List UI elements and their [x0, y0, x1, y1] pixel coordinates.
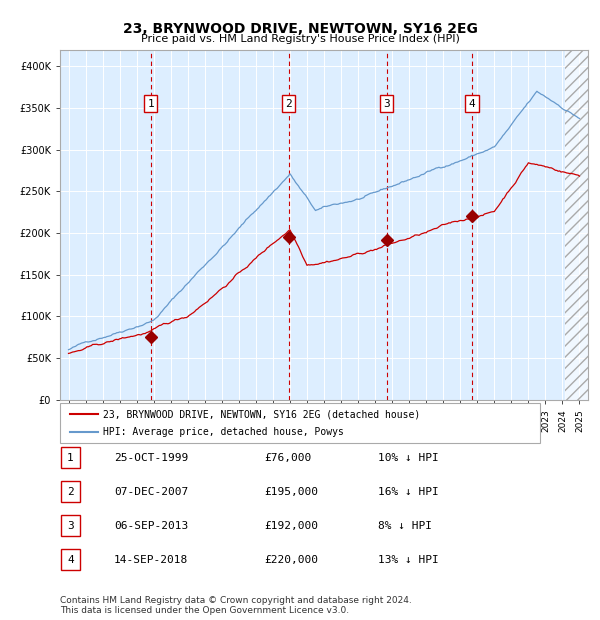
Text: Price paid vs. HM Land Registry's House Price Index (HPI): Price paid vs. HM Land Registry's House …	[140, 34, 460, 44]
Text: 2: 2	[67, 487, 74, 497]
FancyBboxPatch shape	[60, 403, 540, 443]
Text: 2: 2	[286, 99, 292, 109]
Text: 8% ↓ HPI: 8% ↓ HPI	[378, 521, 432, 531]
FancyBboxPatch shape	[61, 481, 80, 502]
Text: 3: 3	[383, 99, 390, 109]
Text: 25-OCT-1999: 25-OCT-1999	[114, 453, 188, 463]
Text: 14-SEP-2018: 14-SEP-2018	[114, 555, 188, 565]
Text: 23, BRYNWOOD DRIVE, NEWTOWN, SY16 2EG (detached house): 23, BRYNWOOD DRIVE, NEWTOWN, SY16 2EG (d…	[103, 409, 421, 419]
Bar	[565, 50, 588, 400]
Text: 23, BRYNWOOD DRIVE, NEWTOWN, SY16 2EG: 23, BRYNWOOD DRIVE, NEWTOWN, SY16 2EG	[122, 22, 478, 36]
FancyBboxPatch shape	[61, 447, 80, 468]
Text: HPI: Average price, detached house, Powys: HPI: Average price, detached house, Powy…	[103, 427, 344, 437]
Bar	[565, 50, 588, 400]
FancyBboxPatch shape	[61, 549, 80, 570]
Text: 06-SEP-2013: 06-SEP-2013	[114, 521, 188, 531]
Text: £220,000: £220,000	[264, 555, 318, 565]
Text: 1: 1	[147, 99, 154, 109]
Text: £192,000: £192,000	[264, 521, 318, 531]
Text: Contains HM Land Registry data © Crown copyright and database right 2024.
This d: Contains HM Land Registry data © Crown c…	[60, 596, 412, 615]
Text: 13% ↓ HPI: 13% ↓ HPI	[378, 555, 439, 565]
FancyBboxPatch shape	[61, 515, 80, 536]
Text: 10% ↓ HPI: 10% ↓ HPI	[378, 453, 439, 463]
Text: 1: 1	[67, 453, 74, 463]
Text: 4: 4	[469, 99, 476, 109]
Text: 4: 4	[67, 555, 74, 565]
Text: 16% ↓ HPI: 16% ↓ HPI	[378, 487, 439, 497]
Text: £195,000: £195,000	[264, 487, 318, 497]
Text: £76,000: £76,000	[264, 453, 311, 463]
Text: 07-DEC-2007: 07-DEC-2007	[114, 487, 188, 497]
Text: 3: 3	[67, 521, 74, 531]
